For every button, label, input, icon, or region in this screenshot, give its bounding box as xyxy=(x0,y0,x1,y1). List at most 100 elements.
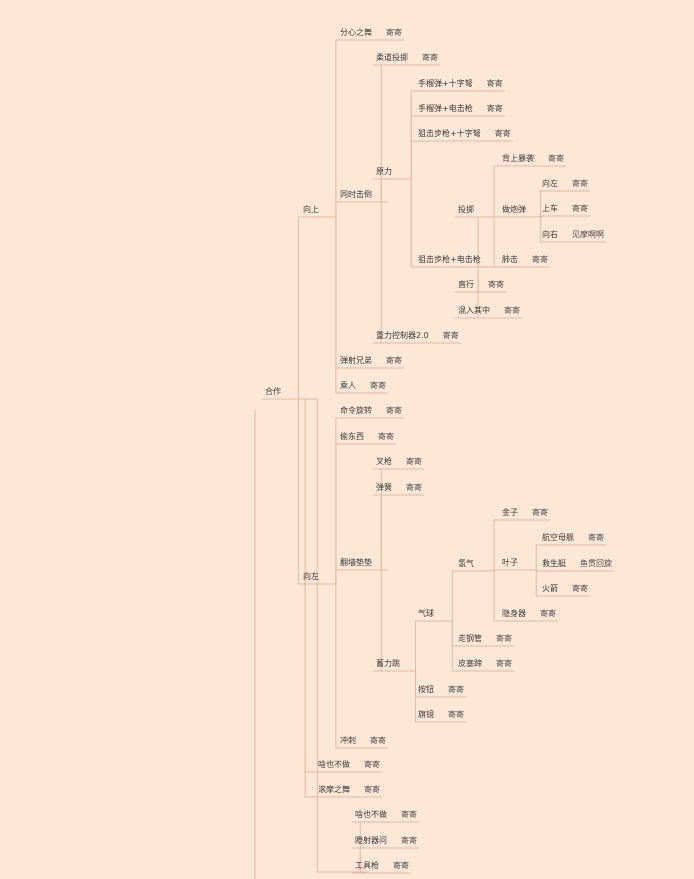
mindmap-node[interactable]: 啥也不做 寄寄 xyxy=(318,760,380,770)
node-label: 啥也不做 xyxy=(318,760,350,769)
mindmap-node[interactable]: 乘人 寄寄 xyxy=(340,381,386,391)
node-label: 气球 xyxy=(418,609,434,618)
node-label: 上车 xyxy=(542,204,558,213)
mindmap-node[interactable]: 皮塞蹄 寄寄 xyxy=(458,659,512,669)
mindmap-node[interactable]: 救生艇 鱼贯回旋 xyxy=(542,559,612,569)
mindmap-node[interactable]: 狙击步枪+电击枪 xyxy=(418,255,495,265)
node-value: 寄寄 xyxy=(572,204,588,213)
mindmap-node[interactable]: 命令旋转 寄寄 xyxy=(340,406,402,416)
node-value: 寄寄 xyxy=(532,255,548,264)
node-label: 蓄力跳 xyxy=(376,659,400,668)
mindmap-node[interactable]: 同时击倒 xyxy=(340,190,386,200)
node-label: 隐身器 xyxy=(502,609,526,618)
mindmap-node[interactable]: 旗镜 寄寄 xyxy=(418,710,464,720)
mindmap-node[interactable]: 肺击 寄寄 xyxy=(502,255,548,265)
node-value: 鱼贯回旋 xyxy=(580,559,612,568)
node-value: 寄寄 xyxy=(496,659,512,668)
mindmap-node[interactable]: 向右 见摩啊啊 xyxy=(542,230,604,240)
mindmap-node[interactable]: 狙击步枪+十字弩 寄寄 xyxy=(418,129,511,139)
node-value: 寄寄 xyxy=(572,584,588,593)
mindmap-node[interactable]: 手榴弹+十字弩 寄寄 xyxy=(418,79,503,89)
node-value: 寄寄 xyxy=(496,634,512,643)
node-value: 寄寄 xyxy=(532,508,548,517)
mindmap-node[interactable]: 投掷 xyxy=(458,205,488,215)
node-label: 救生艇 xyxy=(542,559,566,568)
mindmap-node[interactable]: 上车 寄寄 xyxy=(542,204,588,214)
mindmap-node[interactable]: 叉枪 寄寄 xyxy=(376,457,422,467)
mindmap-node[interactable]: 做炮弹 xyxy=(502,205,540,215)
node-value: 寄寄 xyxy=(401,810,417,819)
node-label: 氢气 xyxy=(458,559,474,568)
node-label: 重力控制器2.0 xyxy=(376,331,429,340)
node-value: 寄寄 xyxy=(486,79,503,88)
node-value: 寄寄 xyxy=(442,331,459,340)
mindmap-node[interactable]: 工具枪 寄寄 xyxy=(355,861,409,871)
mindmap-node[interactable]: 向上 xyxy=(303,205,333,215)
node-value: 寄寄 xyxy=(386,406,402,415)
mindmap-node[interactable]: 原力 xyxy=(376,167,406,177)
node-label: 肺击 xyxy=(502,255,518,264)
mindmap-node[interactable]: 背上暴袭 寄寄 xyxy=(502,154,564,164)
node-label: 金子 xyxy=(502,508,518,517)
node-value: 寄寄 xyxy=(401,836,417,845)
node-value: 寄寄 xyxy=(488,280,504,289)
node-value: 寄寄 xyxy=(540,609,556,618)
mindmap-node[interactable]: 叶子 xyxy=(502,558,532,568)
node-value: 寄寄 xyxy=(364,785,380,794)
mindmap-node[interactable]: 向左 寄寄 xyxy=(542,179,588,189)
mindmap-node[interactable]: 气球 xyxy=(418,609,448,619)
mindmap-node[interactable]: 金子 寄寄 xyxy=(502,508,548,518)
node-label: 航空母舰 xyxy=(542,533,574,542)
mindmap-node[interactable]: 走钢管 寄寄 xyxy=(458,634,512,644)
mindmap-node[interactable]: 分心之舞 寄寄 xyxy=(340,28,402,38)
mindmap-node[interactable]: 氢气 xyxy=(458,559,488,569)
mindmap-node[interactable]: 柔道投掷 寄寄 xyxy=(376,53,438,63)
node-label: 走钢管 xyxy=(458,634,482,643)
node-value: 寄寄 xyxy=(572,179,588,188)
node-label: 命令旋转 xyxy=(340,406,372,415)
mindmap-node[interactable]: 啥也不做 寄寄 xyxy=(355,810,417,820)
node-label: 分心之舞 xyxy=(340,28,372,37)
mindmap-node[interactable]: 弹簧 寄寄 xyxy=(376,483,422,493)
node-value: 寄寄 xyxy=(406,457,422,466)
node-label: 混入其中 xyxy=(458,306,490,315)
mindmap-node[interactable]: 向左 xyxy=(303,572,333,582)
mindmap-node[interactable]: 瞪射器问 寄寄 xyxy=(355,836,417,846)
mindmap-node[interactable]: 蓄力跳 xyxy=(376,659,414,669)
node-label: 弹簧 xyxy=(376,483,392,492)
mindmap-node[interactable]: 按钮 寄寄 xyxy=(418,685,464,695)
node-label: 翻墙垫垫 xyxy=(340,558,372,567)
node-label: 滚摩之舞 xyxy=(318,785,350,794)
node-label: 背上暴袭 xyxy=(502,154,534,163)
node-value: 寄寄 xyxy=(406,483,422,492)
node-value: 寄寄 xyxy=(486,104,503,113)
mindmap-node[interactable]: 偷东西 寄寄 xyxy=(340,432,394,442)
node-label: 瞪射器问 xyxy=(355,836,387,845)
node-label: 乘人 xyxy=(340,381,356,390)
mindmap-node[interactable]: 隐身器 寄寄 xyxy=(502,609,556,619)
mindmap-node[interactable]: 冲刺 寄寄 xyxy=(340,736,386,746)
node-label: 火箭 xyxy=(542,584,558,593)
mindmap-node[interactable]: 重力控制器2.0 寄寄 xyxy=(376,331,459,341)
mindmap-node[interactable]: 合作 xyxy=(265,387,295,397)
mindmap-node[interactable]: 混入其中 寄寄 xyxy=(458,306,520,316)
node-label: 狙击步枪+十字弩 xyxy=(418,129,481,138)
node-label: 旗镜 xyxy=(418,710,434,719)
node-label: 投掷 xyxy=(458,205,474,214)
node-value: 寄寄 xyxy=(548,154,564,163)
mindmap-node[interactable]: 翻墙垫垫 xyxy=(340,558,386,568)
mindmap-node[interactable]: 火箭 寄寄 xyxy=(542,584,588,594)
mindmap-node[interactable]: 直行 寄寄 xyxy=(458,280,504,290)
mindmap-node[interactable]: 滚摩之舞 寄寄 xyxy=(318,785,380,795)
node-value: 寄寄 xyxy=(364,760,380,769)
mindmap-node[interactable]: 手榴弹+电击枪 寄寄 xyxy=(418,104,503,114)
node-label: 柔道投掷 xyxy=(376,53,408,62)
mindmap-node[interactable]: 弹射兄弟 寄寄 xyxy=(340,356,402,366)
mindmap-node[interactable]: 航空母舰 寄寄 xyxy=(542,533,604,543)
node-value: 见摩啊啊 xyxy=(572,230,604,239)
node-value: 寄寄 xyxy=(393,861,409,870)
node-label: 做炮弹 xyxy=(502,205,526,214)
node-label: 向左 xyxy=(303,572,319,581)
